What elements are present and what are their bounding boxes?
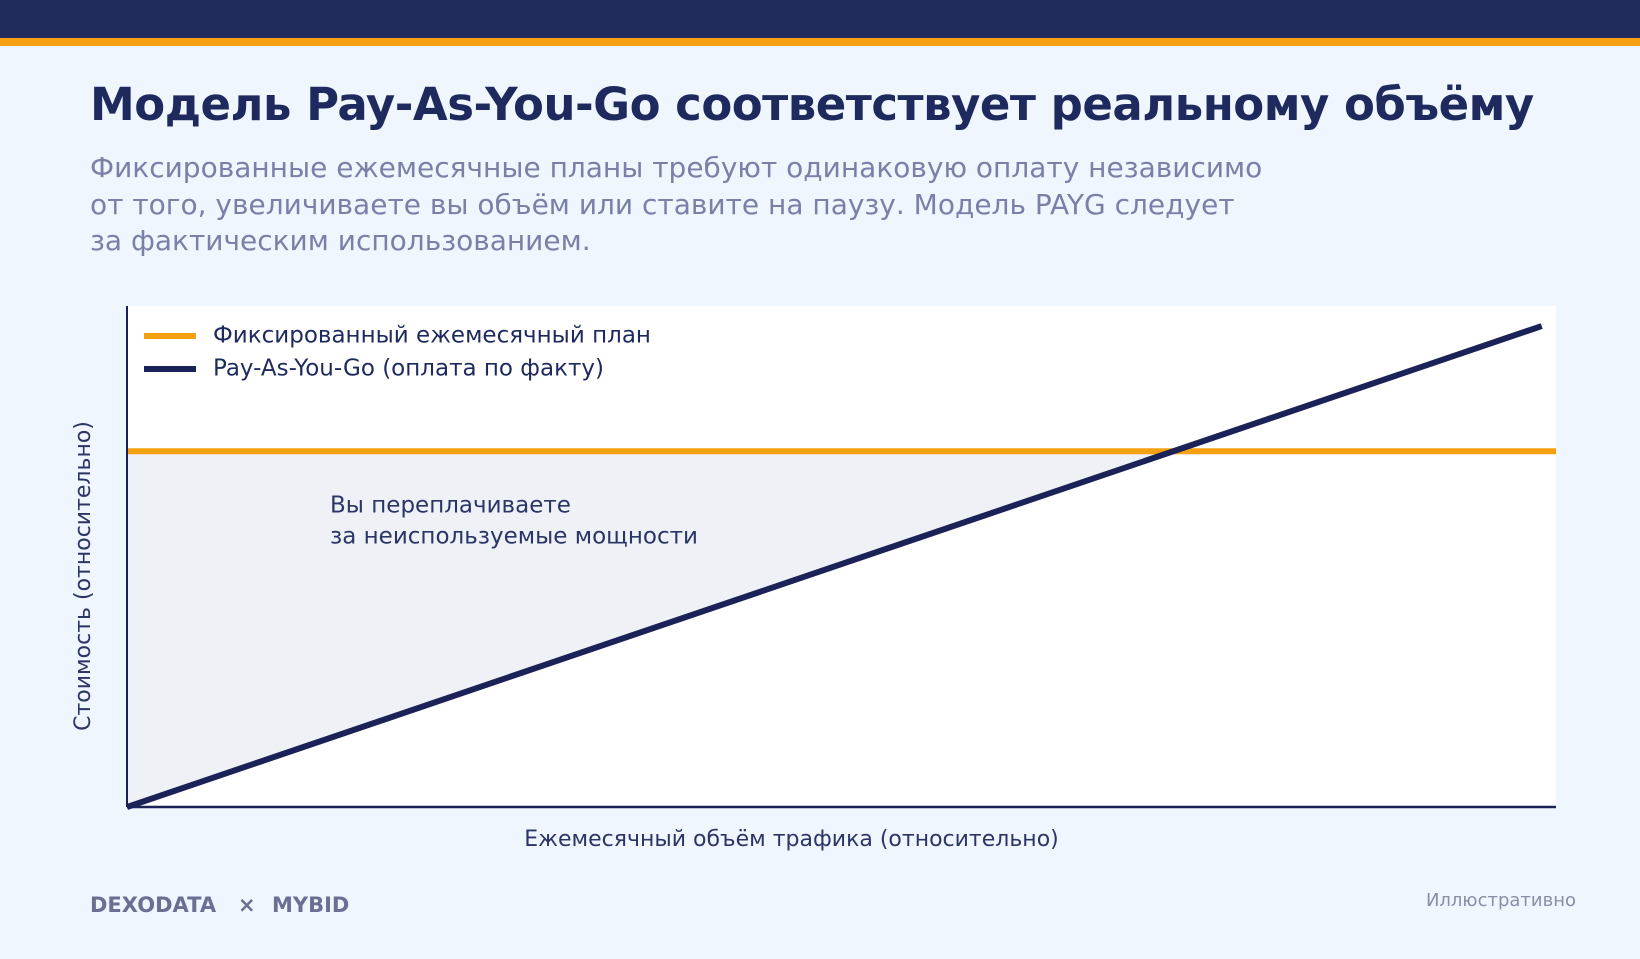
annotation: Вы переплачиваете: [330, 493, 571, 519]
brand-separator: ×: [238, 893, 256, 917]
brand: MYBID: [272, 893, 350, 917]
subtitle: Фиксированные ежемесячные планы требуют …: [90, 150, 1262, 260]
series-line: [126, 323, 1543, 810]
accent-stripe: [0, 38, 1640, 46]
subtitle-line: Фиксированные ежемесячные планы требуют …: [90, 151, 1263, 184]
title: Модель Pay-As-You-Go соответствует реаль…: [90, 78, 1534, 131]
y-axis-label: Стоимость (относительно): [71, 421, 96, 731]
subtitle-line: от того, увеличиваете вы объём или стави…: [90, 187, 1235, 221]
legend-label: Фиксированный ежемесячный план: [213, 323, 651, 349]
brand: DEXODATA: [90, 893, 217, 917]
legend-label: Pay-As-You-Go (оплата по факту): [213, 356, 604, 382]
annotation: за неиспользуемые мощности: [330, 524, 698, 550]
top-bar: [0, 0, 1640, 38]
x-axis-label: Ежемесячный объём трафика (относительно): [524, 827, 1059, 852]
subtitle-line: за фактическим использованием.: [90, 224, 591, 257]
footnote: Иллюстративно: [1425, 890, 1576, 911]
